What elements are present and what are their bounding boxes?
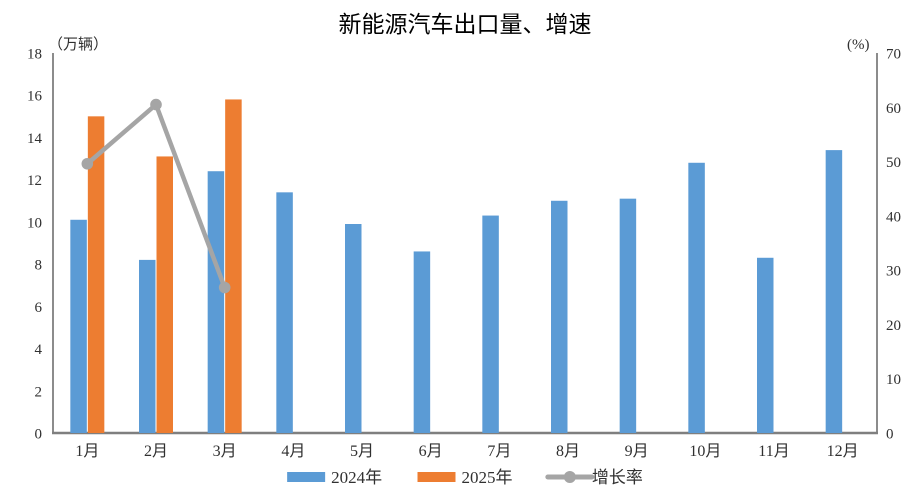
growth-line [85,102,227,290]
x-axis-label-2月: 2月 [144,443,168,460]
bar-2024年-8月 [551,200,568,433]
bar-2025年-1月 [87,116,105,433]
x-axis-label-12月: 12月 [827,443,859,460]
bar-2025年-2月 [156,156,173,433]
bar-2024年-5月 [345,224,362,433]
x-axis-label-5月: 5月 [350,443,374,460]
left-axis-tick: 4 [35,342,43,358]
growth-line-marker-2月 [150,98,162,111]
legend-label-增长率: 增长率 [592,468,643,487]
left-axis-tick: 6 [35,300,43,316]
left-axis-unit: （万辆） [48,36,108,53]
legend-label-2024年: 2024年 [331,468,382,487]
right-axis-tick: 70 [886,47,901,63]
bar-2024年-11月 [757,257,774,433]
left-axis-tick: 0 [35,427,43,443]
left-axis-tick: 14 [27,131,43,147]
left-axis-tick: 16 [27,89,43,105]
x-axis-label-1月: 1月 [75,443,99,460]
bar-2025年-3月 [225,99,242,433]
legend-item-2025年: 2025年 [417,468,513,487]
x-axis-label-9月: 9月 [625,443,649,460]
legend-swatch-2025年 [417,472,456,482]
legend: 2024年 2025年 增长率 [287,468,643,487]
bar-2024年-4月 [276,192,293,433]
right-axis-tick: 40 [886,209,901,225]
right-axis-tick: 0 [886,427,894,443]
bar-2024年-2月 [139,259,156,433]
legend-line-marker [563,471,576,483]
x-axis-label-8月: 8月 [556,443,580,460]
x-axis-label-6月: 6月 [419,443,443,460]
growth-line-marker-1月 [81,157,94,170]
x-axis-label-11月: 11月 [758,443,789,460]
legend-swatch-2024年 [287,472,326,482]
right-axis-tick: 10 [886,372,901,388]
right-axis-tick: 60 [886,101,901,117]
left-axis-tick: 12 [27,173,42,189]
bar-2024年-3月 [207,171,225,433]
plot-area: 0 2 4 6 8 10 12 14 16 18 0 10 20 30 40 50 60 70 1月 2月 3月 4月 5月… [27,47,901,461]
bar-2024年-7月 [482,215,499,433]
right-axis-tick: 30 [886,264,901,280]
bar-2024年-6月 [413,251,431,433]
bar-2024年-10月 [688,162,705,433]
bar-2024年-9月 [619,198,637,433]
chart-title: 新能源汽车出口量、增速 [339,12,592,37]
left-axis-tick: 10 [27,215,42,231]
x-axis-label-3月: 3月 [213,443,237,460]
x-axis-label-7月: 7月 [487,443,511,460]
right-axis-tick: 50 [886,155,901,171]
x-axis-label-4月: 4月 [281,443,305,460]
right-axis-tick: 20 [886,318,901,334]
legend-item-2024年: 2024年 [287,468,382,487]
bar-2024年-12月 [825,150,843,433]
left-axis-tick: 2 [35,384,43,400]
right-axis-unit: (%) [847,37,870,53]
legend-label-2025年: 2025年 [462,468,513,487]
bar-2024年-1月 [70,219,87,433]
legend-item-增长率: 增长率 [545,468,643,487]
growth-line-marker-3月 [218,281,231,294]
left-axis-tick: 18 [27,47,42,63]
x-axis-label-10月: 10月 [689,443,721,460]
left-axis-tick: 8 [35,258,43,274]
